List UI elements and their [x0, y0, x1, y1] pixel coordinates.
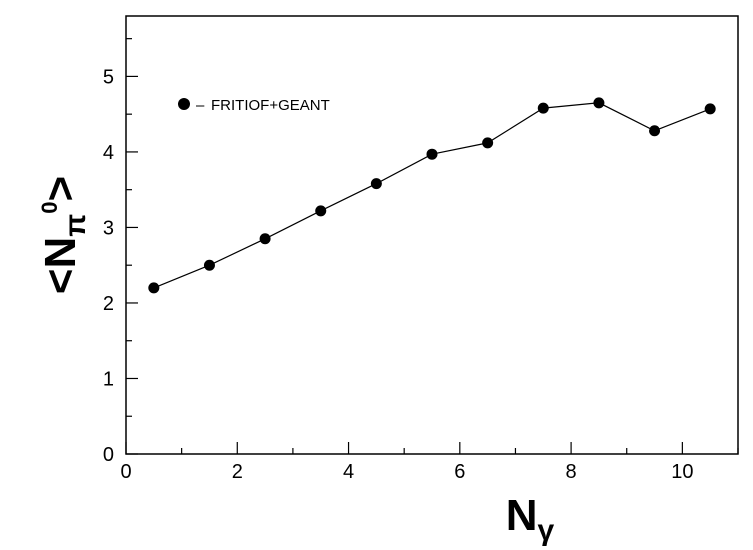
y-tick-label: 3 [103, 217, 114, 239]
y-axis-title-open: < [36, 269, 85, 295]
x-axis-title-main: N [506, 491, 538, 540]
y-axis-title-main: N [36, 237, 85, 269]
data-point [482, 137, 494, 149]
data-point [259, 233, 271, 245]
x-tick-label: 8 [566, 461, 577, 483]
series-line [153, 102, 711, 289]
data-point [704, 103, 716, 115]
y-tick-label: 4 [103, 142, 114, 164]
plot-frame [125, 15, 739, 455]
y-axis-title-close: > [36, 176, 85, 202]
y-axis-title: <Nπ0> [36, 176, 92, 294]
series-group [148, 97, 716, 294]
legend: – FRITIOF+GEANT [178, 97, 330, 114]
data-point [315, 205, 327, 217]
x-tick-label: 4 [343, 461, 354, 483]
data-point [426, 148, 438, 160]
y-ticks: 0 1 2 3 4 5 [103, 38, 138, 466]
y-tick-label: 0 [103, 444, 114, 466]
data-point [593, 97, 605, 109]
x-tick-label: 0 [120, 461, 131, 483]
svg-text:<Nπ0>: <Nπ0> [36, 176, 92, 294]
data-point [370, 178, 382, 190]
legend-label: FRITIOF+GEANT [211, 97, 330, 114]
x-axis-title-sub: γ [538, 514, 555, 547]
data-point [203, 259, 215, 271]
legend-dash: – [196, 97, 205, 114]
x-tick-label: 10 [671, 461, 693, 483]
y-tick-label: 5 [103, 66, 114, 88]
data-point [148, 282, 160, 294]
y-axis-title-sup: 0 [37, 202, 62, 214]
x-tick-label: 2 [232, 461, 243, 483]
data-point [537, 102, 549, 114]
legend-marker [178, 98, 190, 110]
y-tick-label: 2 [103, 293, 114, 315]
data-point [649, 125, 661, 137]
y-tick-label: 1 [103, 368, 114, 390]
x-tick-label: 6 [454, 461, 465, 483]
y-axis-title-sub: π [59, 214, 92, 237]
x-ticks: 0 2 4 6 8 10 [120, 442, 739, 483]
x-axis-title: Nγ [506, 491, 555, 547]
